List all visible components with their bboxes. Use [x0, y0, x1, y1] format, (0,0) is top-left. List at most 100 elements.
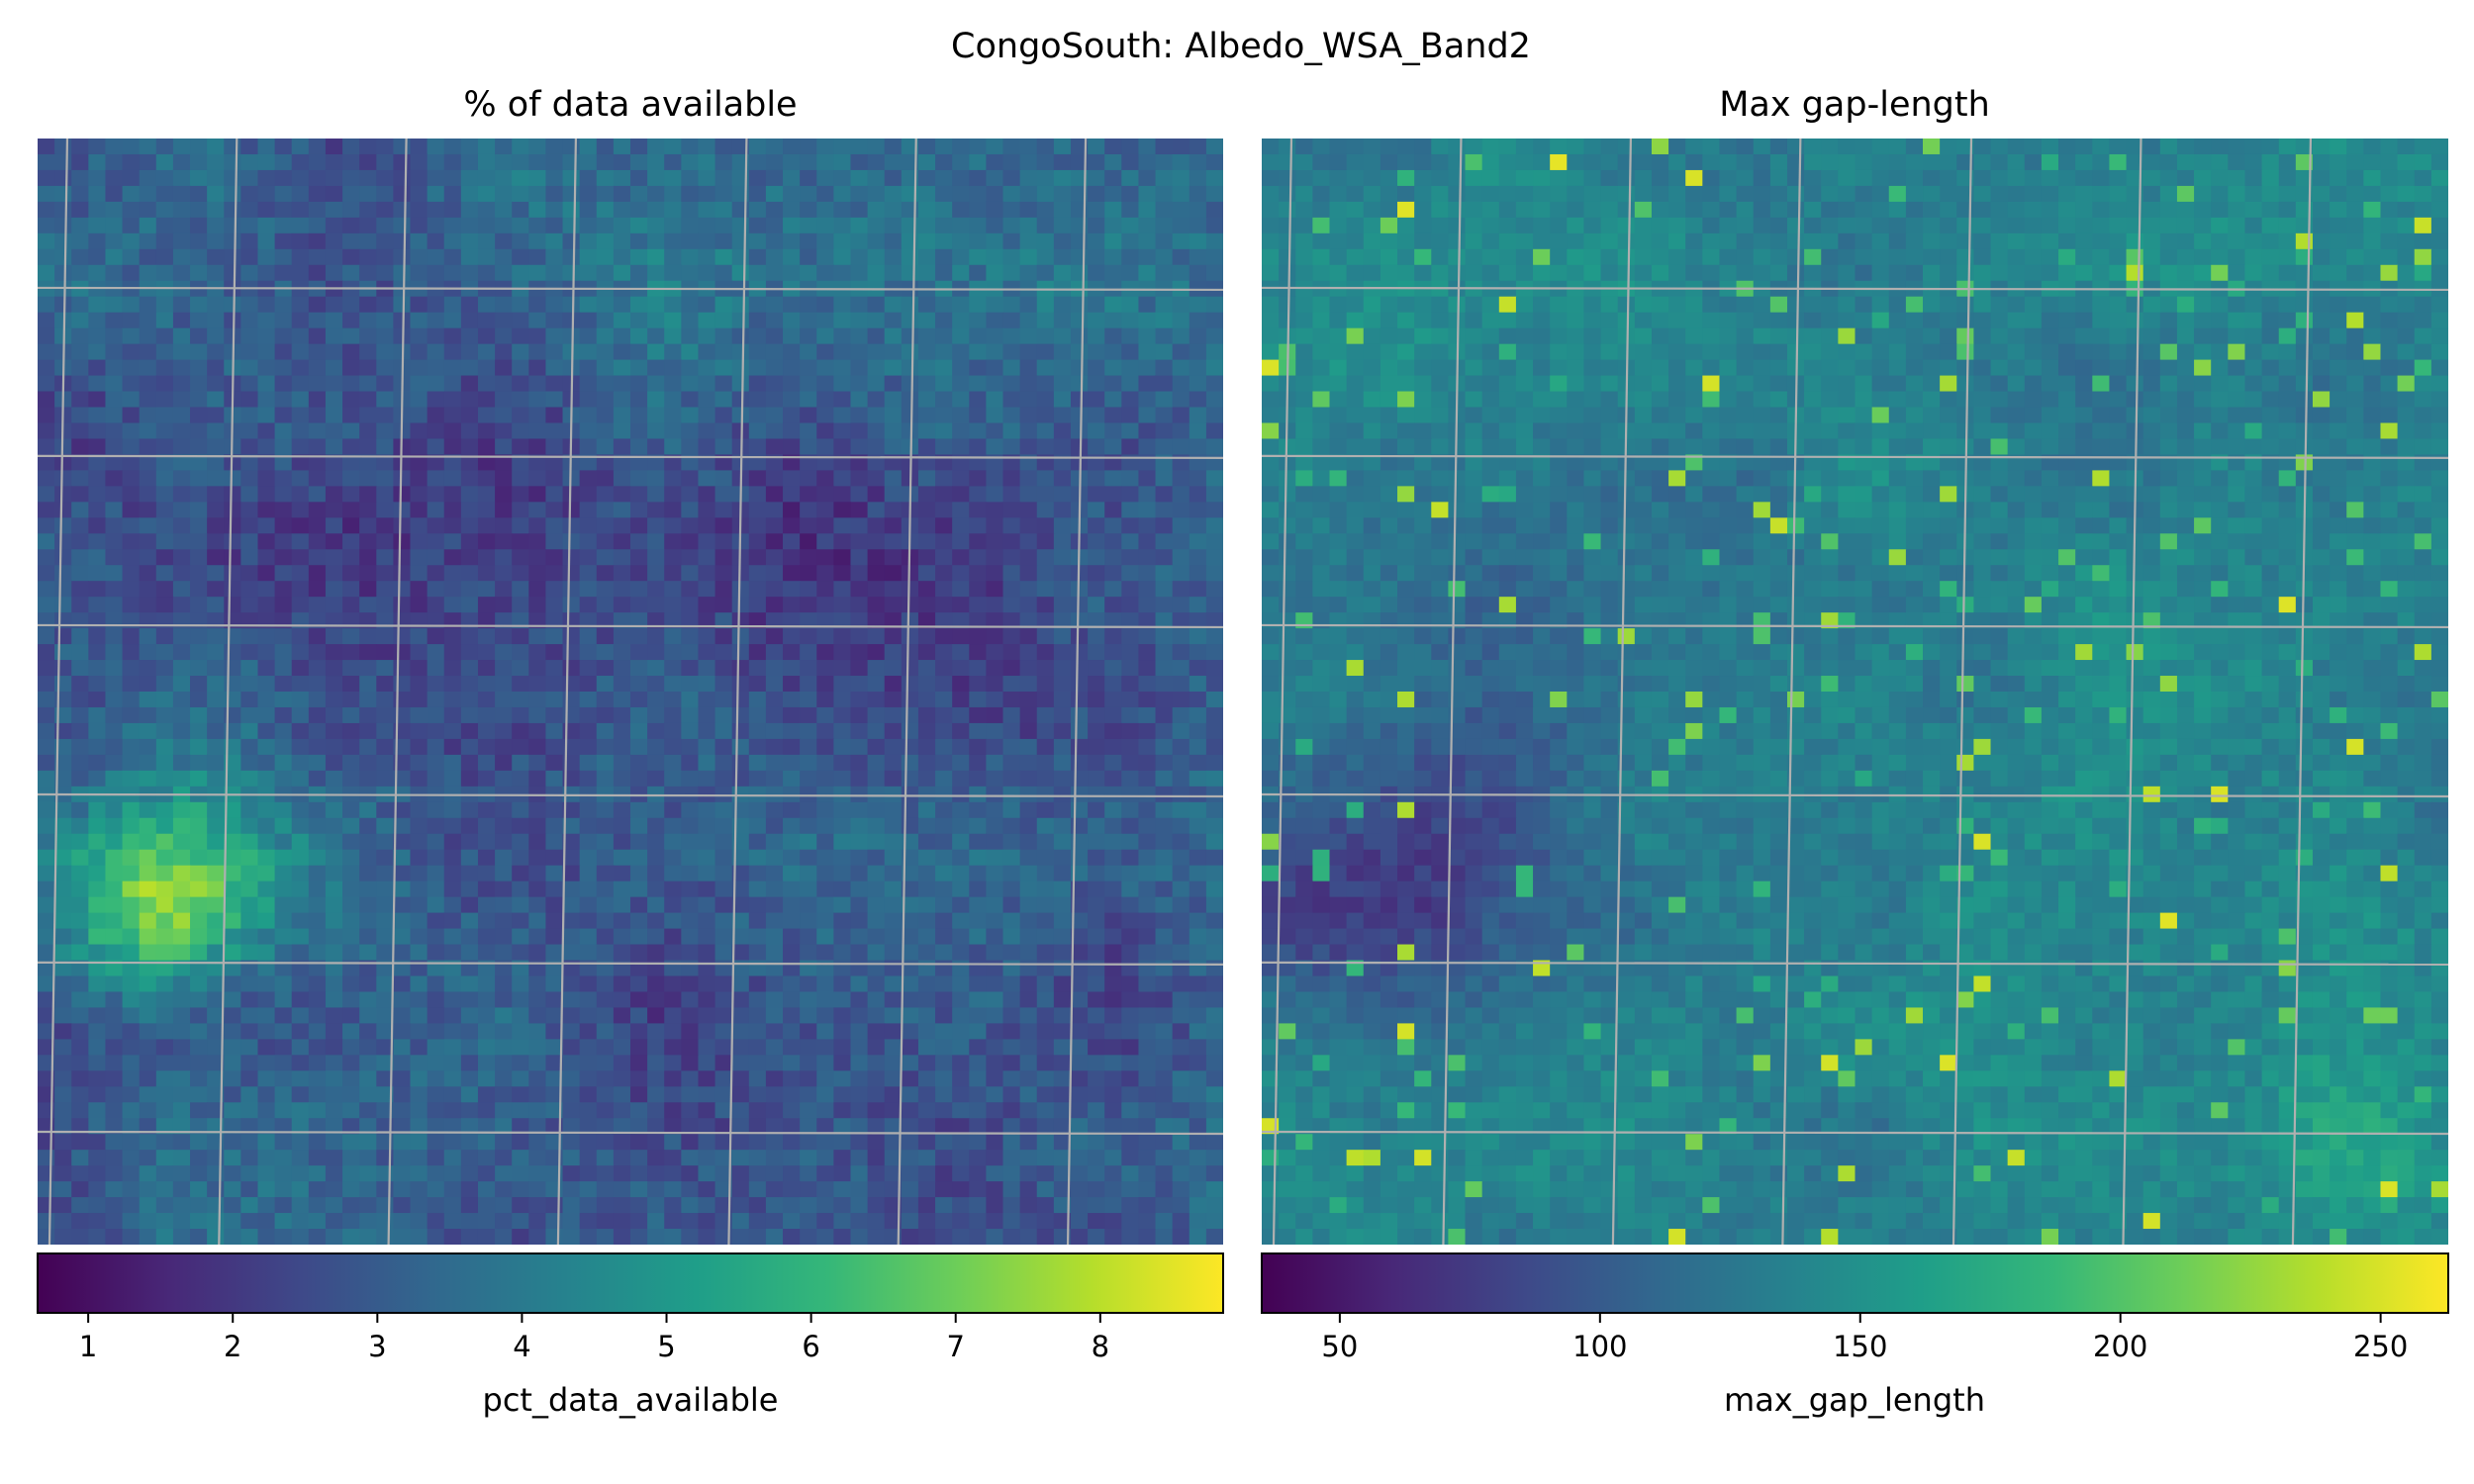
- heatmap-cell: [1515, 139, 1534, 155]
- heatmap-cell: [698, 991, 716, 1009]
- heatmap-cell: [664, 359, 682, 377]
- heatmap-cell: [952, 185, 970, 203]
- heatmap-cell: [512, 533, 529, 550]
- heatmap-cell: [139, 1197, 157, 1214]
- heatmap-cell: [986, 1118, 1004, 1135]
- heatmap-cell: [1138, 201, 1157, 219]
- heatmap-cell: [1104, 991, 1122, 1009]
- heatmap-cell: [630, 327, 648, 345]
- heatmap-cell: [1138, 486, 1157, 503]
- heatmap-cell: [884, 533, 903, 550]
- heatmap-cell: [342, 454, 360, 471]
- heatmap-cell: [800, 185, 817, 203]
- heatmap-cell: [224, 1023, 241, 1040]
- heatmap-cell: [1155, 628, 1174, 645]
- heatmap-cell: [867, 470, 886, 487]
- heatmap-cell: [630, 692, 648, 708]
- heatmap-cell: [512, 486, 529, 503]
- heatmap-cell: [1088, 1134, 1105, 1151]
- heatmap-cell: [800, 1007, 817, 1024]
- heatmap-cell: [1104, 944, 1122, 962]
- heatmap-cell: [342, 502, 360, 518]
- heatmap-cell: [969, 343, 987, 361]
- heatmap-cell: [512, 1070, 529, 1087]
- heatmap-cell: [88, 928, 107, 946]
- heatmap-cell: [54, 264, 72, 282]
- heatmap-cell: [952, 517, 970, 534]
- heatmap-cell: [1121, 960, 1140, 977]
- heatmap-cell: [257, 676, 276, 693]
- heatmap-cell: [291, 248, 310, 266]
- heatmap-cell: [850, 1181, 869, 1198]
- heatmap-cell: [579, 565, 598, 582]
- heatmap-cell: [1036, 470, 1055, 487]
- heatmap-cell: [935, 1197, 953, 1214]
- heatmap-cell: [1036, 722, 1055, 740]
- heatmap-cell: [376, 991, 394, 1009]
- heatmap-cell: [884, 612, 903, 629]
- heatmap-cell: [512, 248, 529, 266]
- heatmap-cell: [172, 1229, 191, 1245]
- heatmap-cell: [190, 1086, 208, 1103]
- heatmap-cell: [393, 533, 412, 550]
- heatmap-cell: [105, 312, 124, 329]
- heatmap-cell: [291, 1165, 310, 1182]
- heatmap-cell: [545, 502, 564, 518]
- heatmap-cell: [172, 1039, 191, 1056]
- heatmap-cell: [816, 676, 834, 693]
- heatmap-cell: [800, 375, 817, 393]
- heatmap-cell: [731, 139, 750, 155]
- heatmap-cell: [935, 1150, 953, 1166]
- heatmap-cell: [714, 1007, 733, 1024]
- heatmap-cell: [477, 533, 496, 550]
- heatmap-cell: [1036, 1070, 1055, 1087]
- heatmap-cell: [1002, 722, 1021, 740]
- heatmap-cell: [1155, 975, 1174, 993]
- heatmap-cell: [1036, 770, 1055, 788]
- heatmap-cell: [1155, 327, 1174, 345]
- heatmap-cell: [562, 1213, 581, 1230]
- heatmap-cell: [1189, 248, 1207, 266]
- heatmap-cell: [969, 517, 987, 534]
- heatmap-cell: [71, 391, 89, 409]
- heatmap-cell: [867, 928, 886, 946]
- heatmap-cell: [1172, 185, 1190, 203]
- heatmap-cell: [122, 660, 141, 677]
- heatmap-cell: [765, 722, 784, 740]
- heatmap-cell: [88, 1197, 107, 1214]
- heatmap-cell: [359, 438, 377, 456]
- heatmap-cell: [274, 975, 293, 993]
- heatmap-cell: [630, 1055, 648, 1071]
- heatmap-cell: [139, 692, 157, 708]
- heatmap-cell: [731, 849, 750, 867]
- heatmap-cell: [935, 486, 953, 503]
- heatmap-cell: [393, 801, 412, 819]
- heatmap-cell: [765, 833, 784, 851]
- colorbar-left-tick-label: 2: [224, 1330, 241, 1363]
- heatmap-cell: [884, 296, 903, 314]
- heatmap-cell: [917, 565, 936, 582]
- heatmap-cell: [342, 944, 360, 962]
- heatmap-cell: [579, 470, 598, 487]
- heatmap-cell: [105, 1150, 124, 1166]
- heatmap-cell: [1155, 422, 1174, 440]
- heatmap-cell: [477, 991, 496, 1009]
- heatmap-cell: [1002, 1197, 1021, 1214]
- heatmap-cell: [460, 1150, 479, 1166]
- heatmap-cell: [800, 960, 817, 977]
- heatmap-cell: [460, 881, 479, 898]
- heatmap-cell: [596, 991, 615, 1009]
- heatmap-cell: [376, 1007, 394, 1024]
- heatmap-cell: [342, 1213, 360, 1230]
- heatmap-cell: [596, 849, 615, 867]
- heatmap-cell: [155, 660, 174, 677]
- heatmap-cell: [1053, 422, 1072, 440]
- heatmap-cell: [664, 1165, 682, 1182]
- heatmap-cell: [1990, 139, 2009, 155]
- heatmap-cell: [325, 486, 343, 503]
- heatmap-cell: [512, 1023, 529, 1040]
- heatmap-cell: [1121, 549, 1140, 566]
- heatmap-cell: [38, 817, 55, 835]
- heatmap-cell: [342, 139, 360, 155]
- heatmap-cell: [1104, 628, 1122, 645]
